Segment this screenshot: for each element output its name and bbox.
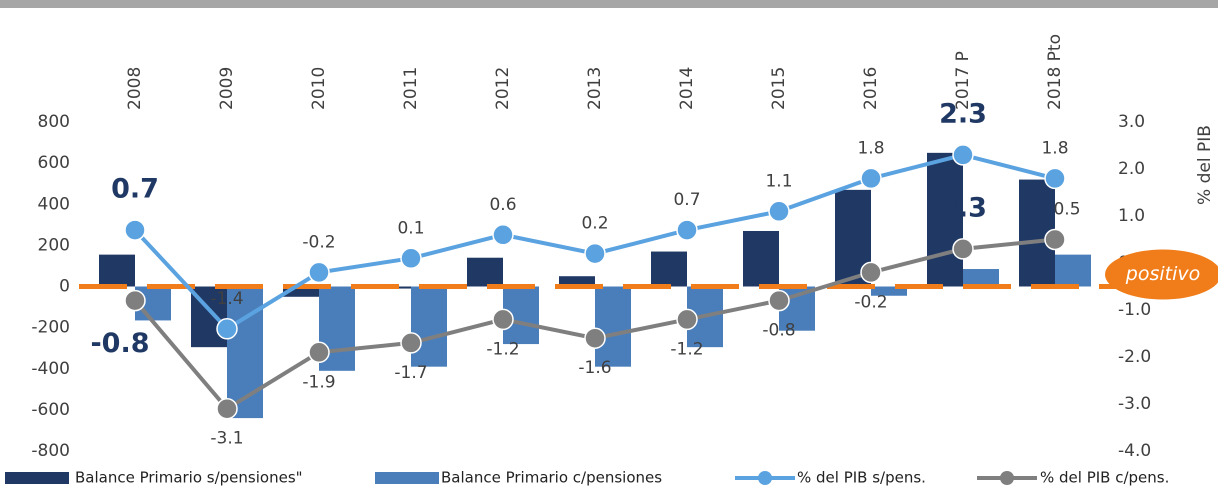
legend-swatch xyxy=(5,472,69,484)
y-tick-label: 200 xyxy=(38,235,70,255)
marker xyxy=(676,308,698,331)
data-label: 0.1 xyxy=(397,218,424,238)
marker xyxy=(584,327,606,349)
bar xyxy=(283,286,319,297)
legend-swatch xyxy=(375,472,439,484)
bar xyxy=(963,269,999,287)
y-tick-label: 0 xyxy=(59,277,70,297)
legend-label: % del PIB s/pens. xyxy=(797,469,926,487)
marker xyxy=(952,144,974,166)
x-tick-label: 2009 xyxy=(217,67,237,110)
marker xyxy=(584,242,606,265)
y2-tick-label: 2.0 xyxy=(1118,159,1145,179)
y-tick-label: -200 xyxy=(31,318,70,338)
data-label: 0.7 xyxy=(673,190,700,210)
top-bar xyxy=(0,0,1218,8)
marker xyxy=(768,200,790,223)
data-label: 0.2 xyxy=(581,214,608,234)
annotation-bubble xyxy=(1105,249,1218,300)
data-label: -1.9 xyxy=(302,372,335,392)
legend-swatch xyxy=(758,471,772,485)
x-tick-label: 2010 xyxy=(309,67,329,110)
marker xyxy=(676,219,698,241)
bar xyxy=(871,286,907,296)
marker xyxy=(860,261,882,284)
marker xyxy=(1044,228,1066,251)
bar xyxy=(411,286,447,367)
bar xyxy=(927,152,963,287)
marker xyxy=(768,289,790,312)
bar xyxy=(743,230,779,287)
y2-axis-label: % del PIB xyxy=(1195,125,1215,205)
bar xyxy=(651,251,687,287)
marker xyxy=(308,341,330,364)
marker xyxy=(216,318,238,340)
y2-tick-label: -1.0 xyxy=(1118,300,1151,320)
x-tick-label: 2016 xyxy=(861,67,881,110)
y-tick-label: -400 xyxy=(31,359,70,379)
x-tick-label: 2012 xyxy=(493,67,513,110)
data-label: 0.7 xyxy=(111,174,159,205)
data-label: -1.2 xyxy=(670,339,703,359)
marker xyxy=(124,289,146,312)
bar xyxy=(467,257,503,287)
bar xyxy=(595,286,631,367)
y-tick-label: 600 xyxy=(38,153,70,173)
x-tick-label: 2015 xyxy=(769,67,789,110)
data-label: -0.8 xyxy=(90,328,149,359)
marker xyxy=(952,238,974,260)
data-label: 2.3 xyxy=(939,98,987,129)
bar xyxy=(1055,254,1091,287)
x-tick-label: 2013 xyxy=(585,67,605,110)
data-label: -1.4 xyxy=(210,289,243,309)
y2-tick-label: 1.0 xyxy=(1118,206,1145,226)
y2-tick-label: -4.0 xyxy=(1118,441,1151,461)
bar xyxy=(99,254,135,287)
legend-swatch xyxy=(1000,471,1014,485)
data-label: -1.6 xyxy=(578,358,611,378)
marker xyxy=(216,397,238,420)
data-label: 0.5 xyxy=(1053,200,1080,220)
legend-label: Balance Primario s/pensiones" xyxy=(75,469,303,487)
data-label: 1.8 xyxy=(1041,138,1068,158)
annotation: positivo xyxy=(1125,263,1200,285)
marker xyxy=(860,167,882,190)
y2-tick-label: -2.0 xyxy=(1118,347,1151,367)
x-tick-label: 2017 P xyxy=(953,51,973,110)
bar xyxy=(559,276,595,287)
marker xyxy=(124,219,146,241)
data-label: -0.8 xyxy=(762,321,795,341)
x-tick-label: 2008 xyxy=(125,67,145,110)
marker xyxy=(308,261,330,284)
x-tick-label: 2018 Pto xyxy=(1045,34,1065,110)
marker xyxy=(492,224,514,246)
y-tick-label: 800 xyxy=(38,112,70,132)
y2-tick-label: 3.0 xyxy=(1118,112,1145,132)
data-label: 0.6 xyxy=(489,195,516,215)
data-label: -0.2 xyxy=(302,232,335,252)
data-label: -1.2 xyxy=(486,339,519,359)
y-tick-label: -600 xyxy=(31,400,70,420)
marker xyxy=(400,247,422,270)
marker xyxy=(492,308,514,331)
y-tick-label: -800 xyxy=(31,441,70,461)
marker xyxy=(1044,167,1066,190)
data-label: -0.2 xyxy=(854,292,887,312)
y-tick-label: 400 xyxy=(38,194,70,214)
x-tick-label: 2011 xyxy=(401,67,421,110)
data-label: -1.7 xyxy=(394,363,427,383)
data-label: 1.1 xyxy=(765,171,792,191)
marker xyxy=(400,332,422,354)
x-tick-label: 2014 xyxy=(677,67,697,110)
data-label: -3.1 xyxy=(210,429,243,449)
data-label: 0.3 xyxy=(939,192,987,223)
data-label: 1.8 xyxy=(857,138,884,158)
legend-label: Balance Primario c/pensiones xyxy=(441,469,662,487)
y2-tick-label: -3.0 xyxy=(1118,394,1151,414)
legend-label: % del PIB c/pens. xyxy=(1040,469,1169,487)
